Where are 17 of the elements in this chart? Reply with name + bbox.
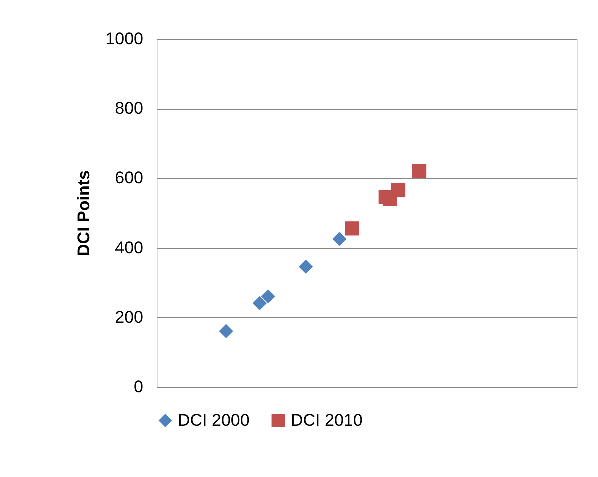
- y-tick-label: 200: [115, 308, 144, 327]
- point: [345, 222, 360, 236]
- point: [391, 183, 406, 198]
- y-tick-label: 400: [115, 238, 144, 258]
- point: [332, 232, 347, 246]
- point: [412, 164, 427, 178]
- y-tick-label: 600: [115, 168, 144, 188]
- y-tick-label: 800: [115, 99, 144, 118]
- point: [261, 289, 276, 304]
- point: [252, 296, 267, 311]
- y-tick-label: 1000: [106, 30, 144, 48]
- legend-label: DCI 2010: [291, 410, 363, 430]
- y-axis-title: DCI Points: [74, 170, 94, 256]
- y-tick-label: 0: [134, 378, 144, 396]
- point: [299, 260, 314, 274]
- legend-label: DCI 2000: [178, 410, 250, 430]
- point: [219, 324, 234, 338]
